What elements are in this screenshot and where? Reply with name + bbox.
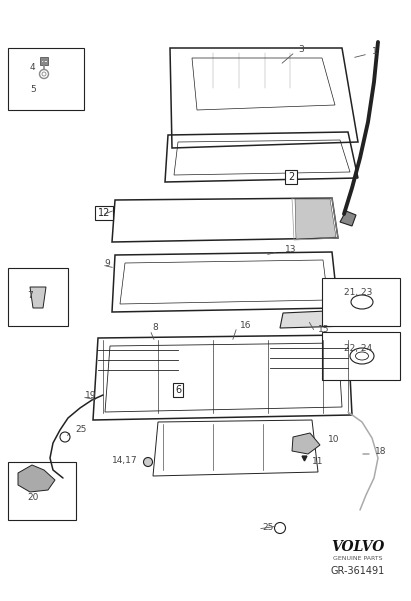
Text: 25: 25 xyxy=(75,426,86,435)
Circle shape xyxy=(143,457,152,466)
Text: 9: 9 xyxy=(104,258,110,267)
Text: 2: 2 xyxy=(288,172,294,182)
FancyBboxPatch shape xyxy=(322,278,400,326)
Text: 18: 18 xyxy=(375,448,386,457)
FancyBboxPatch shape xyxy=(8,268,68,326)
Text: 4: 4 xyxy=(30,63,36,72)
Text: 11: 11 xyxy=(312,457,323,466)
Text: 8: 8 xyxy=(152,323,158,332)
Text: GR-361491: GR-361491 xyxy=(331,566,385,576)
Polygon shape xyxy=(30,287,46,308)
Text: 13: 13 xyxy=(285,245,296,254)
Text: 22, 24: 22, 24 xyxy=(344,344,372,353)
Text: 21, 23: 21, 23 xyxy=(344,287,372,296)
Text: 7: 7 xyxy=(27,290,33,299)
Text: 10: 10 xyxy=(328,436,339,445)
Text: 15: 15 xyxy=(318,326,330,335)
Text: 3: 3 xyxy=(298,46,304,55)
Text: 19: 19 xyxy=(85,391,97,400)
Text: 1: 1 xyxy=(372,47,378,56)
Polygon shape xyxy=(18,465,55,492)
FancyBboxPatch shape xyxy=(8,48,84,110)
Text: 25: 25 xyxy=(262,522,273,531)
Text: VOLVO: VOLVO xyxy=(331,540,385,554)
Polygon shape xyxy=(280,310,350,328)
FancyBboxPatch shape xyxy=(8,462,76,520)
Text: 12: 12 xyxy=(98,208,110,218)
Text: 6: 6 xyxy=(175,385,181,395)
Text: 16: 16 xyxy=(240,320,252,329)
Text: 20: 20 xyxy=(27,493,39,502)
Text: 5: 5 xyxy=(30,85,36,94)
FancyBboxPatch shape xyxy=(322,332,400,380)
Polygon shape xyxy=(292,433,320,454)
Text: 14,17: 14,17 xyxy=(112,456,138,465)
Text: GENUINE PARTS: GENUINE PARTS xyxy=(333,557,383,561)
Polygon shape xyxy=(295,199,336,239)
Polygon shape xyxy=(340,211,356,226)
